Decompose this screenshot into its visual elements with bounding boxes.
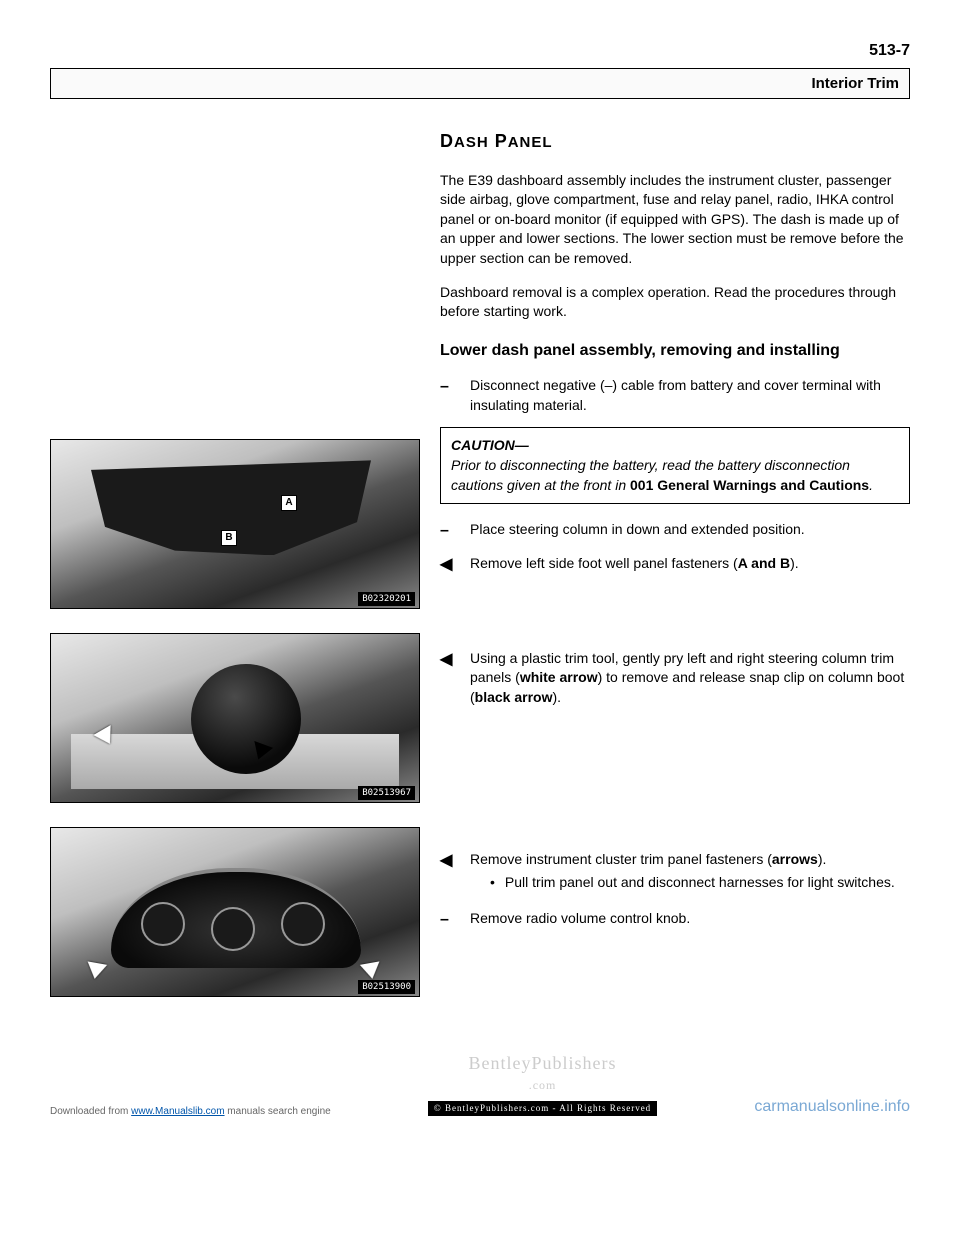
- text-column: DASH PANEL The E39 dashboard assembly in…: [440, 129, 910, 1021]
- cluster-shape: [111, 868, 361, 968]
- white-arrow-icon: [360, 962, 382, 981]
- page-number: 513-7: [869, 42, 910, 59]
- spacer: [440, 720, 910, 850]
- dash-marker-icon: –: [440, 520, 458, 542]
- step-text: Remove left side foot well panel fastene…: [470, 554, 910, 576]
- publisher-domain: .com: [331, 1077, 755, 1094]
- bullet-text: Pull trim panel out and disconnect harne…: [505, 873, 895, 893]
- publisher-watermark: BentleyPublishers: [331, 1051, 755, 1076]
- gauge-icon: [141, 902, 185, 946]
- step-text: Remove instrument cluster trim panel fas…: [470, 850, 910, 897]
- copyright-text: © BentleyPublishers.com - All Rights Res…: [428, 1101, 657, 1116]
- step-text-part: ).: [818, 851, 827, 867]
- footer-center: BentleyPublishers .com © BentleyPublishe…: [331, 1051, 755, 1118]
- figure-marker-b: B: [221, 530, 237, 546]
- page-footer: Downloaded from www.Manualslib.com manua…: [50, 1051, 910, 1118]
- spacer: [440, 589, 910, 649]
- caution-box: CAUTION— Prior to disconnecting the batt…: [440, 427, 910, 504]
- title-part: D: [440, 131, 454, 151]
- bullet-item: • Pull trim panel out and disconnect har…: [490, 873, 910, 893]
- step-text-bold: arrows: [772, 851, 818, 867]
- page-container: 513-7 Interior Trim A B B02320201 B02513…: [0, 0, 960, 1139]
- step-text-bold: black arrow: [475, 689, 553, 705]
- title-part: ASH: [454, 134, 489, 151]
- content-columns: A B B02320201 B02513967 B02513900: [50, 129, 910, 1021]
- figure-label: B02513900: [358, 980, 415, 995]
- step-item: – Remove radio volume control knob.: [440, 909, 910, 931]
- triangle-marker-icon: ◀: [440, 554, 458, 576]
- figure-steering-column: B02513967: [50, 633, 420, 803]
- triangle-marker-icon: ◀: [440, 649, 458, 708]
- subheading: Lower dash panel assembly, removing and …: [440, 340, 910, 362]
- step-text-bold: A and B: [738, 555, 790, 571]
- step-text: Place steering column in down and extend…: [470, 520, 910, 542]
- figure-instrument-cluster: B02513900: [50, 827, 420, 997]
- figure-column-shape: [191, 664, 301, 774]
- dash-marker-icon: –: [440, 376, 458, 415]
- caution-label: CAUTION—: [451, 437, 529, 453]
- header-title-box: Interior Trim: [50, 68, 910, 99]
- footer-text: Downloaded from: [50, 1106, 131, 1117]
- step-text-part: Remove instrument cluster trim panel fas…: [470, 851, 772, 867]
- footer-text: manuals search engine: [225, 1106, 331, 1117]
- gauge-icon: [211, 907, 255, 951]
- footer-left: Downloaded from www.Manualslib.com manua…: [50, 1105, 331, 1119]
- white-arrow-icon: [85, 962, 107, 981]
- page-header: 513-7: [50, 40, 910, 62]
- step-text: Disconnect negative (–) cable from batte…: [470, 376, 910, 415]
- header-title: Interior Trim: [811, 75, 899, 92]
- title-part: ANEL: [508, 134, 553, 151]
- step-item: ◀ Using a plastic trim tool, gently pry …: [440, 649, 910, 708]
- footer-right: carmanualsonline.info: [754, 1096, 910, 1118]
- footer-link[interactable]: www.Manualslib.com: [131, 1106, 224, 1117]
- section-title: DASH PANEL: [440, 129, 910, 154]
- figure-marker-a: A: [281, 495, 297, 511]
- dash-marker-icon: –: [440, 909, 458, 931]
- caution-ref: 001 General Warnings and Cautions: [630, 477, 869, 493]
- step-item: ◀ Remove instrument cluster trim panel f…: [440, 850, 910, 897]
- title-part: P: [495, 131, 508, 151]
- step-item: – Disconnect negative (–) cable from bat…: [440, 376, 910, 415]
- figure-column: A B B02320201 B02513967 B02513900: [50, 129, 420, 1021]
- step-text-bold: white arrow: [520, 669, 598, 685]
- intro-paragraph-1: The E39 dashboard assembly includes the …: [440, 171, 910, 269]
- gauge-icon: [281, 902, 325, 946]
- step-text-part: Remove left side foot well panel fastene…: [470, 555, 738, 571]
- intro-paragraph-2: Dashboard removal is a complex operation…: [440, 283, 910, 322]
- step-item: – Place steering column in down and exte…: [440, 520, 910, 542]
- triangle-marker-icon: ◀: [440, 850, 458, 897]
- step-item: ◀ Remove left side foot well panel faste…: [440, 554, 910, 576]
- step-text-part: ).: [790, 555, 799, 571]
- caution-body: Prior to disconnecting the battery, read…: [451, 457, 873, 493]
- caution-text: .: [869, 477, 873, 493]
- figure-label: B02320201: [358, 592, 415, 607]
- step-text: Using a plastic trim tool, gently pry le…: [470, 649, 910, 708]
- step-text-part: ).: [553, 689, 562, 705]
- figure-footwell-panel: A B B02320201: [50, 439, 420, 609]
- step-text: Remove radio volume control knob.: [470, 909, 910, 931]
- figure-label: B02513967: [358, 786, 415, 801]
- bullet-icon: •: [490, 873, 495, 893]
